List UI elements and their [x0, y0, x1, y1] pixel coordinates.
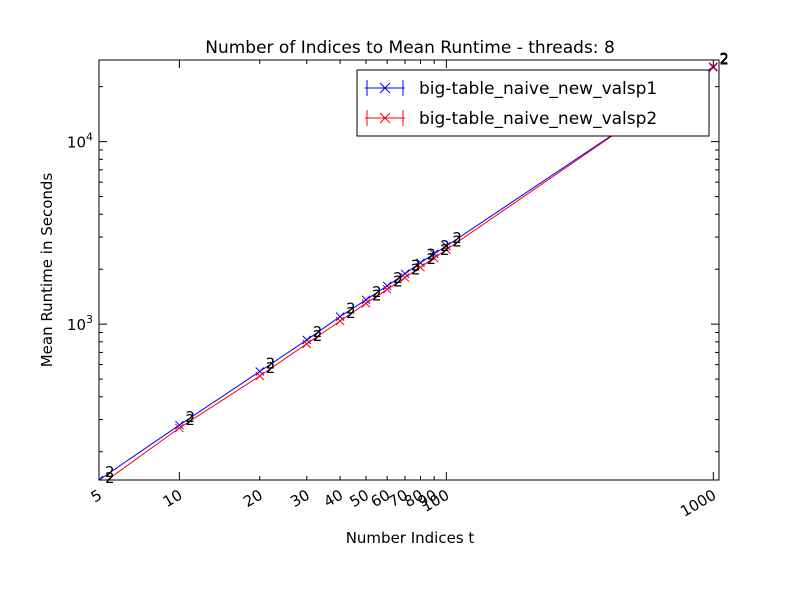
data-point-marker [382, 281, 392, 291]
point-annotation: 2 [426, 250, 436, 268]
data-point-marker [99, 475, 104, 480]
point-annotation: 2 [440, 241, 450, 259]
x-tick-label: 50 [346, 486, 372, 511]
x-tick-label: 5 [88, 486, 105, 506]
point-annotation: 2 [372, 286, 382, 304]
data-point-marker [302, 339, 312, 349]
legend: big-table_naive_new_valsp1 big-table_naiv… [356, 69, 710, 137]
data-point-marker [255, 371, 265, 381]
data-point-marker [442, 241, 451, 251]
point-annotation: 2 [266, 359, 276, 377]
point-annotation: 2 [440, 237, 450, 255]
x-tick-label: 30 [287, 486, 313, 511]
data-point-marker [335, 316, 345, 326]
point-annotation: 2 [346, 304, 356, 322]
point-annotation: 2 [393, 272, 403, 290]
point-annotation: 2 [105, 463, 115, 481]
data-point-marker [361, 298, 371, 308]
point-annotation: 2 [346, 300, 356, 318]
data-point-marker [400, 273, 410, 282]
point-annotation: 2 [719, 50, 729, 68]
legend-label-1: big-table_naive_new_valsp1 [419, 79, 657, 99]
chart-title: Number of Indices to Mean Runtime - thre… [205, 38, 615, 58]
y-tick-label: 103 [67, 313, 93, 334]
data-point-marker [416, 262, 425, 272]
data-point-marker [442, 245, 451, 254]
x-tick-label: 20 [240, 486, 266, 511]
legend-box [356, 69, 710, 137]
legend-marker-2 [379, 112, 391, 124]
point-annotation: 2 [185, 411, 195, 429]
data-point-marker [175, 423, 184, 433]
x-tick-label: 40 [321, 486, 347, 511]
x-axis-label: Number Indices t [346, 529, 475, 547]
point-annotation: 2 [411, 261, 421, 279]
data-point-marker [361, 295, 371, 305]
point-annotation: 2 [452, 229, 462, 247]
point-annotation: 2 [393, 269, 403, 287]
point-annotation: 2 [105, 469, 115, 487]
legend-label-2: big-table_naive_new_valsp2 [419, 109, 657, 129]
point-annotation: 2 [313, 323, 323, 341]
plot-frame [98, 59, 720, 481]
point-annotation: 2 [426, 246, 436, 264]
point-annotation: 2 [266, 355, 276, 373]
data-point-marker [175, 420, 184, 430]
data-point-marker [429, 253, 439, 263]
y-axis-label: Mean Runtime in Seconds [38, 173, 56, 368]
point-annotation: 2 [313, 327, 323, 345]
point-annotation: 2 [719, 49, 729, 67]
x-tick-label: 10 [160, 486, 186, 511]
point-annotation: 2 [372, 283, 382, 301]
point-annotation: 2 [411, 257, 421, 275]
point-annotation: 2 [185, 408, 195, 426]
point-annotation: 2 [452, 233, 462, 251]
legend-marker-1 [379, 82, 391, 94]
data-point-marker [382, 285, 392, 294]
x-tick-label: 1000 [677, 486, 719, 521]
series-line-1 [99, 66, 714, 480]
data-point-marker [302, 335, 312, 345]
y-tick-label: 104 [67, 131, 93, 152]
